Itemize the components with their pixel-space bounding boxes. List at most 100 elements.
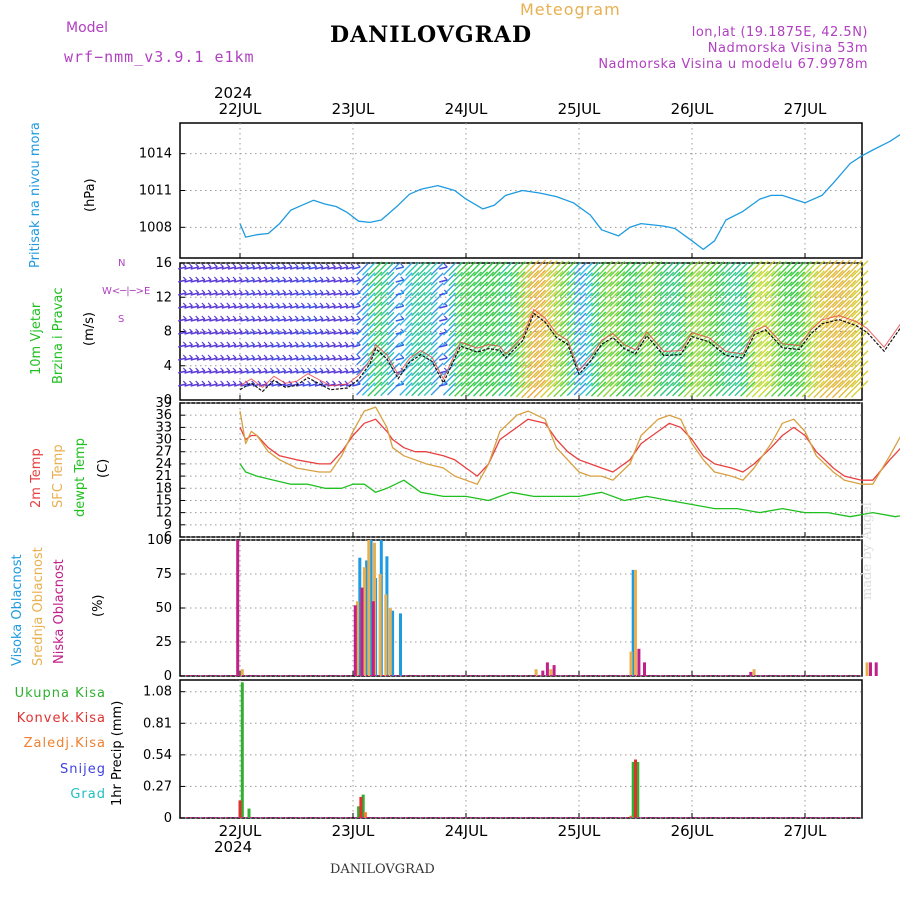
- wind-barb: [559, 291, 576, 307]
- wind-barb: [807, 290, 825, 308]
- clouds-bar: [534, 669, 538, 676]
- wind-barb: [319, 341, 324, 346]
- wind-barb: [659, 381, 675, 397]
- wind-barb: [831, 319, 851, 339]
- wind-barb: [423, 311, 438, 327]
- wind-barb: [640, 290, 657, 308]
- wind-barb: [498, 371, 513, 387]
- wind-barb: [454, 371, 470, 387]
- wind-barb: [314, 331, 324, 335]
- wind-barb: [789, 291, 806, 307]
- wind-barb: [313, 315, 318, 320]
- wind-barb: [498, 311, 513, 327]
- wind-barb: [184, 292, 193, 296]
- precip-conv-label: Konvek.Kisa: [16, 711, 106, 726]
- wind-barb: [634, 281, 651, 297]
- pressure-ytick-label: 1008: [139, 220, 172, 235]
- wind-barb: [665, 331, 681, 347]
- wind-barb: [510, 341, 526, 357]
- wind-barb: [622, 361, 638, 377]
- wind-barb: [844, 300, 863, 318]
- wind-barb: [308, 279, 317, 283]
- wind-barb: [405, 361, 420, 377]
- wind-barb: [677, 281, 694, 297]
- wind-barb: [201, 341, 206, 346]
- wind-barb: [510, 261, 526, 277]
- wind-barb: [813, 299, 832, 319]
- wind-barb: [844, 370, 863, 388]
- wind-barb: [327, 292, 336, 296]
- wind-barb: [325, 380, 330, 385]
- wind-barb: [411, 381, 426, 397]
- wind-barb: [789, 381, 806, 397]
- wind-barb: [728, 331, 743, 347]
- wind-barb: [553, 380, 570, 398]
- wind-barb: [448, 281, 464, 297]
- wind-barb: [850, 280, 869, 298]
- wind-barb: [182, 276, 187, 281]
- wind-barb: [442, 332, 457, 346]
- wind-barb: [838, 299, 857, 319]
- wind-barb: [813, 319, 832, 339]
- wind-barb: [178, 331, 187, 335]
- temperature-series-3: [239, 463, 900, 518]
- wind-barb: [417, 291, 432, 307]
- wind-barb: [764, 380, 781, 398]
- wind-barb: [265, 279, 274, 283]
- wind-barb: [770, 371, 787, 387]
- wind-barb: [585, 371, 600, 387]
- wind-barb: [838, 369, 857, 389]
- wind-barb: [252, 383, 262, 387]
- wind-barb: [361, 382, 376, 396]
- wind-barb: [405, 371, 420, 387]
- wind-barb: [356, 332, 369, 346]
- wind-barb: [356, 382, 369, 396]
- wind-barb: [195, 276, 200, 281]
- wind-barb: [244, 263, 249, 268]
- wind-barb: [527, 339, 546, 359]
- wind-barb: [289, 357, 299, 361]
- wind-barb: [460, 321, 476, 337]
- wind-barb: [195, 328, 200, 333]
- wind-barb: [289, 318, 299, 322]
- wind-barb: [345, 357, 355, 361]
- wind-barb: [473, 361, 489, 377]
- wind-barb: [540, 290, 558, 308]
- wind-barb: [734, 261, 749, 277]
- wind-barb: [850, 340, 869, 358]
- clouds-bar: [869, 662, 872, 676]
- wind-barb: [209, 383, 218, 387]
- wind-barb: [202, 318, 212, 322]
- wind-barb: [380, 261, 395, 277]
- clouds-bar: [236, 540, 240, 676]
- wind-barb: [460, 301, 476, 317]
- wind-barb: [801, 280, 819, 298]
- pressure-ytick-label: 1011: [139, 184, 172, 199]
- wind-barb: [491, 361, 507, 377]
- wind-barb: [380, 341, 395, 357]
- wind-barb: [356, 272, 369, 286]
- wind-barb: [344, 341, 349, 346]
- wind-barb: [813, 369, 832, 389]
- wind-barb: [579, 312, 594, 326]
- clouds-bar: [631, 569, 635, 676]
- wind-barb: [473, 271, 489, 287]
- wind-barb: [479, 321, 495, 337]
- wind-barb: [740, 271, 756, 287]
- wind-barb: [313, 276, 318, 281]
- wind-barb: [819, 369, 838, 389]
- wind-barb: [213, 354, 218, 359]
- wind-barb: [553, 370, 570, 388]
- wind-barb: [498, 301, 513, 317]
- wind-barb: [352, 357, 361, 361]
- wind-barb: [244, 354, 249, 359]
- wind-barb: [533, 259, 552, 279]
- wind-barb: [227, 266, 237, 270]
- model-elevation-label: Nadmorska Visina u modelu 67.9978m: [598, 57, 868, 72]
- wind-barb: [533, 309, 552, 329]
- wind-barb: [740, 261, 756, 277]
- wind-barb: [277, 318, 286, 322]
- wind-barb: [728, 321, 743, 337]
- wind-barb: [209, 331, 218, 335]
- wind-barb: [751, 260, 769, 278]
